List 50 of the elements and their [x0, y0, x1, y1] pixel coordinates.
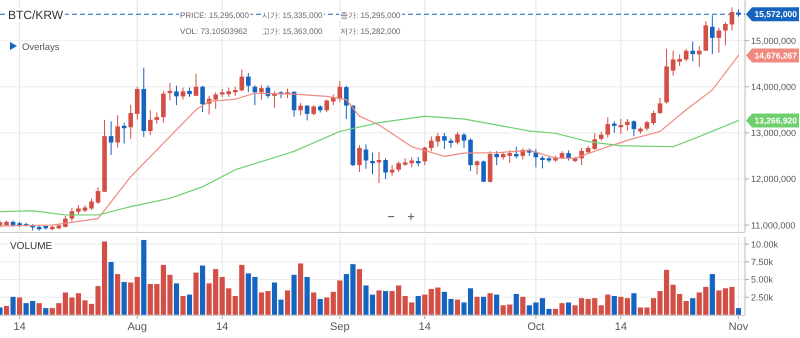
x-tick-label: 14 — [418, 321, 431, 333]
candlestick — [612, 121, 617, 133]
annotation: 종가: 15,295,000 — [340, 11, 402, 20]
text: BTC/KRW — [8, 8, 64, 22]
annotation: 고가: 15,363,000 — [262, 27, 324, 36]
x-tick-label: Nov — [728, 321, 749, 333]
annotation: VOL: 73.10503962 — [180, 27, 248, 36]
candlestick — [154, 112, 160, 124]
candlestick — [618, 119, 624, 134]
annotation: − — [387, 209, 395, 224]
candlestick — [220, 89, 224, 97]
data-label: 14,676,267 — [754, 50, 798, 61]
y-tick-label: 7.50k — [751, 257, 774, 268]
candlestick — [416, 156, 421, 167]
y-tick-label: 14,000,000 — [751, 82, 796, 92]
candlestick — [448, 138, 454, 148]
chart-title: VOLUME — [10, 241, 53, 252]
candlestick — [370, 152, 375, 174]
x-tick-label: Sep — [330, 321, 350, 333]
y-tick-label: 5.00k — [751, 274, 774, 285]
candlestick — [540, 156, 545, 168]
annotation: PRICE: 15,295,000 — [180, 11, 250, 20]
x-tick-label: Oct — [527, 321, 544, 333]
candlestick — [390, 165, 394, 176]
annotation: 저가: 15,282,000 — [340, 27, 402, 36]
y-tick-label: 10.00k — [751, 239, 779, 250]
ref-line-label: 15,572,000 — [754, 9, 798, 20]
candlestick — [364, 144, 368, 169]
candlestick — [696, 46, 702, 67]
y-tick-label: 12,000,000 — [751, 174, 796, 184]
x-tick-label: Aug — [127, 321, 148, 333]
candlestick — [376, 152, 382, 184]
y-tick-label: 15,000,000 — [751, 36, 796, 46]
x-tick-label: 14 — [13, 321, 26, 333]
x-tick-label: 14 — [216, 321, 228, 333]
annotation: Overlays — [22, 42, 60, 53]
data-label: 13,266,920 — [754, 116, 798, 126]
candlestick — [690, 42, 696, 62]
candlestick — [677, 54, 682, 66]
y-tick-label: 2.50k — [751, 292, 774, 302]
line-series — [0, 54, 740, 227]
candlestick — [187, 88, 192, 97]
annotation: 시가: 15,335,000 — [262, 11, 324, 20]
candlestick — [180, 88, 186, 100]
candlestick — [122, 122, 126, 144]
annotation: + — [407, 209, 415, 224]
x-tick-label: 14 — [614, 321, 627, 333]
y-tick-label: 13,000,000 — [751, 128, 796, 138]
candlestick — [455, 132, 460, 144]
y-tick-label: 11,000,000 — [751, 220, 796, 230]
